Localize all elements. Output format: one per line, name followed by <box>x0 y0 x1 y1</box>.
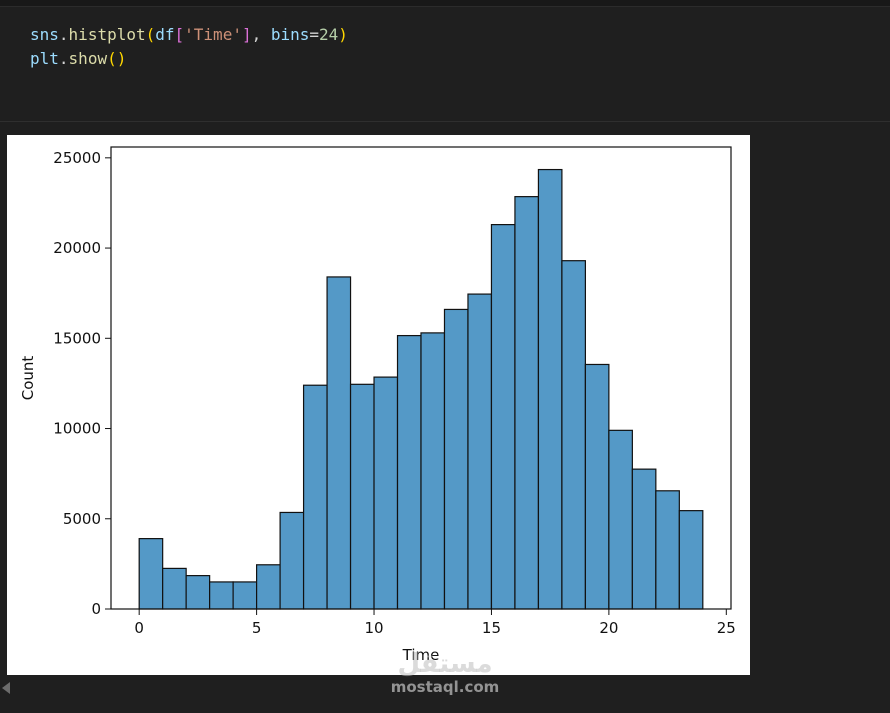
histogram-bar <box>373 376 399 610</box>
code-token: show <box>68 49 108 68</box>
top-separator <box>0 0 890 6</box>
x-axis-label: Time <box>402 646 440 664</box>
code-token: plt <box>30 49 59 68</box>
x-axis: 0 5 10 15 20 25 <box>134 609 736 637</box>
y-tick-label: 25000 <box>53 149 101 167</box>
code-token: ] <box>241 25 252 44</box>
code-line-1: sns.histplot(df['Time'], bins=24) <box>30 23 348 47</box>
plot-frame <box>110 146 732 610</box>
histogram-bar <box>279 511 305 610</box>
y-axis-label: Count <box>19 356 37 401</box>
histogram-bar <box>631 468 657 610</box>
histogram-bar <box>209 581 234 610</box>
y-tick-label: 5000 <box>63 510 101 528</box>
x-tick-label: 15 <box>482 619 501 637</box>
y-axis: 0 5000 10000 15000 20000 25000 <box>53 149 111 618</box>
chevron-left-icon[interactable] <box>2 682 10 694</box>
bars-layer <box>138 168 704 610</box>
code-token: . <box>58 49 69 68</box>
histogram-bar <box>467 293 493 610</box>
code-line-2: plt.show() <box>30 47 348 71</box>
code-token: df <box>155 25 175 44</box>
code-token: sns <box>30 25 59 44</box>
code-token: bins <box>270 25 310 44</box>
histogram-bar <box>584 363 610 610</box>
x-tick-label: 10 <box>364 619 383 637</box>
histogram-bar <box>561 260 586 610</box>
code-token: , <box>251 25 271 44</box>
code-token: 24 <box>319 25 339 44</box>
histogram-bar <box>302 384 328 610</box>
y-tick-label: 15000 <box>53 329 101 347</box>
code-cell[interactable]: sns.histplot(df['Time'], bins=24) plt.sho… <box>0 6 890 122</box>
histogram-bar <box>514 196 540 610</box>
x-tick-label: 0 <box>134 619 144 637</box>
code-token: [ <box>174 25 185 44</box>
y-tick-label: 20000 <box>53 239 101 257</box>
code-token: histplot <box>68 25 146 44</box>
histogram-bar <box>396 334 422 610</box>
histogram-bar <box>256 564 281 610</box>
histogram-bar <box>232 581 258 610</box>
code-token: = <box>309 25 320 44</box>
histogram-bar <box>326 276 352 610</box>
histogram-chart: 0 5 10 15 20 25 0 5000 10000 15000 20000 25000 Tim… <box>19 146 736 664</box>
histogram-bar <box>443 308 469 610</box>
histogram-bar <box>349 383 375 610</box>
x-tick-label: 20 <box>599 619 618 637</box>
x-tick-label: 25 <box>717 619 736 637</box>
code-token: . <box>58 25 69 44</box>
x-tick-label: 5 <box>252 619 262 637</box>
histogram-bar <box>655 490 680 610</box>
histogram-bar <box>490 224 516 610</box>
histogram-bar <box>138 538 164 610</box>
code-token: ( <box>145 25 156 44</box>
code-token: ) <box>338 25 348 44</box>
code-token: 'Time' <box>184 25 242 44</box>
histogram-bar <box>608 429 633 610</box>
histogram-bar <box>162 567 187 610</box>
y-tick-label: 10000 <box>53 420 101 438</box>
histogram-bar <box>185 575 211 610</box>
code-editor[interactable]: sns.histplot(df['Time'], bins=24) plt.sho… <box>30 23 348 71</box>
y-tick-label: 0 <box>91 600 101 618</box>
code-token: () <box>107 49 127 68</box>
histogram-figure: 0 5 10 15 20 25 0 5000 10000 15000 20000 25000 Tim… <box>7 135 750 675</box>
watermark-logo-text: مستقل <box>397 649 493 679</box>
watermark-domain: mostaql.com <box>390 678 500 696</box>
histogram-bar <box>420 332 446 610</box>
watermark: مستقل mostaql.com <box>380 650 510 696</box>
histogram-bar <box>537 168 563 610</box>
histogram-bar <box>678 510 704 610</box>
